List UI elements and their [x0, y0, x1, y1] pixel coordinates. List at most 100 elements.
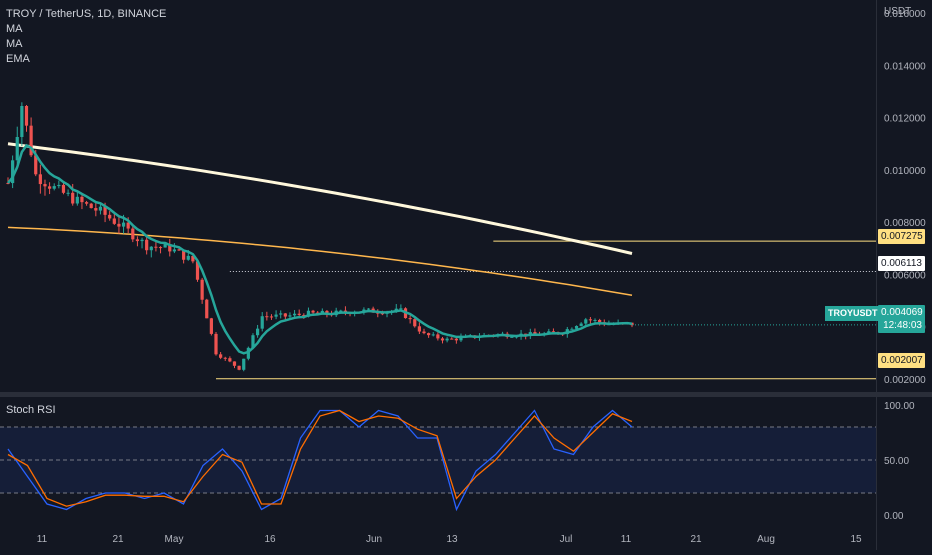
candle-body	[66, 192, 70, 194]
time-tick-label: Jun	[366, 534, 382, 545]
candle-body	[366, 308, 371, 310]
price-tick-label: 0.006000	[884, 270, 926, 281]
candle-body	[205, 299, 209, 319]
level-tag-mid: 0.006113	[878, 256, 925, 271]
candle-body	[108, 214, 112, 219]
candle-body	[57, 184, 61, 187]
candle-body	[135, 239, 140, 242]
stoch-rsi-pane[interactable]	[0, 397, 876, 527]
stoch-rsi-svg	[0, 409, 876, 512]
symbol-title[interactable]: TROY / TetherUS, 1D, BINANCE	[6, 8, 167, 20]
candle-body	[52, 186, 56, 189]
candle-body	[251, 335, 255, 348]
candle-body	[191, 255, 195, 262]
candle-body	[269, 316, 274, 318]
candle-body	[214, 333, 218, 355]
time-tick-label: 15	[850, 534, 862, 545]
candle-body	[126, 222, 130, 229]
time-tick-label: May	[165, 534, 184, 545]
candle-body	[209, 318, 213, 334]
candle-body	[288, 315, 292, 317]
rsi-tick-label: 100.00	[884, 401, 915, 412]
ma-white-line	[7, 142, 633, 255]
candle-body	[34, 155, 38, 175]
countdown-tag: 12:48:03	[878, 318, 925, 333]
candle-body	[570, 328, 574, 330]
price-pane[interactable]	[0, 0, 876, 392]
candle-body	[339, 310, 343, 312]
price-tick-label: 0.016000	[884, 9, 926, 20]
candle-body	[223, 357, 227, 359]
candle-body	[380, 313, 385, 315]
candle-body	[24, 105, 29, 126]
candle-body	[242, 358, 246, 370]
rsi-tick-label: 50.00	[884, 456, 909, 467]
candle-body	[306, 310, 311, 317]
candle-body	[186, 255, 190, 260]
candle-body	[29, 125, 33, 156]
candle-body	[584, 319, 588, 324]
ma2-legend[interactable]: MA	[6, 38, 23, 50]
candle-body	[47, 186, 52, 189]
candle-body	[94, 208, 98, 211]
time-tick-label: 16	[264, 534, 276, 545]
candle-body	[20, 105, 24, 137]
price-tick-label: 0.002000	[884, 375, 926, 386]
time-tick-label: Aug	[757, 534, 775, 545]
candle-body	[6, 182, 10, 184]
price-chart-svg[interactable]	[0, 0, 876, 392]
candle-body	[598, 319, 602, 323]
rsi-tick-label: 0.00	[884, 511, 904, 522]
price-tick-label: 0.008000	[884, 218, 926, 229]
candle-body	[547, 331, 551, 334]
time-axis[interactable]: 11 21 May 16 Jun 13 Jul 11 21 Aug 15	[0, 527, 876, 550]
candle-body	[246, 347, 250, 359]
ma1-legend[interactable]: MA	[6, 23, 23, 35]
candle-body	[279, 313, 283, 315]
time-axis-svg: 11 21 May 16 Jun 13 Jul 11 21 Aug 15	[37, 534, 862, 545]
candle-body	[413, 319, 417, 327]
ma-orange-line	[7, 226, 633, 297]
time-tick-label: 21	[690, 534, 702, 545]
candle-body	[11, 160, 15, 184]
candle-body	[200, 279, 204, 300]
time-tick-label: 11	[621, 534, 632, 545]
candle-body	[574, 325, 579, 329]
stoch-rsi-title[interactable]: Stoch RSI	[6, 404, 56, 416]
candle-body	[436, 334, 440, 339]
price-axis-currency: USDT	[884, 6, 911, 17]
price-tick-label: 0.012000	[884, 114, 926, 125]
candle-body	[89, 203, 93, 209]
candle-body	[228, 358, 232, 362]
candle-body	[182, 250, 186, 260]
candle-body	[292, 313, 297, 316]
candle-body	[265, 316, 269, 318]
candle-body	[163, 244, 167, 248]
candle-body	[440, 338, 445, 341]
candle-body	[593, 319, 597, 321]
candle-body	[117, 223, 121, 227]
candle-body	[450, 338, 454, 340]
candle-body	[237, 365, 241, 370]
candle-body	[158, 247, 163, 249]
pane-separator[interactable]	[0, 392, 932, 397]
time-tick-label: 21	[112, 534, 124, 545]
candle-body	[454, 338, 458, 341]
candle-body	[260, 316, 264, 329]
candle-body	[417, 326, 421, 332]
candle-body	[459, 336, 463, 341]
candle-body	[98, 206, 103, 211]
candle-body	[154, 246, 158, 248]
candle-body	[533, 332, 537, 335]
candle-body	[431, 334, 435, 336]
candle-body	[43, 184, 47, 187]
level-tag-low: 0.002007	[878, 353, 925, 368]
rsi-axis-svg: 100.00 50.00 0.00	[884, 401, 915, 522]
candle-body	[112, 218, 116, 224]
ema-legend[interactable]: EMA	[6, 53, 30, 65]
price-axis[interactable]: 0.016000 0.014000 0.012000 0.010000 0.008000…	[876, 0, 932, 392]
candle-body	[579, 323, 583, 326]
candle-body	[149, 246, 153, 251]
candle-body	[71, 192, 75, 204]
candle-body	[195, 261, 200, 280]
